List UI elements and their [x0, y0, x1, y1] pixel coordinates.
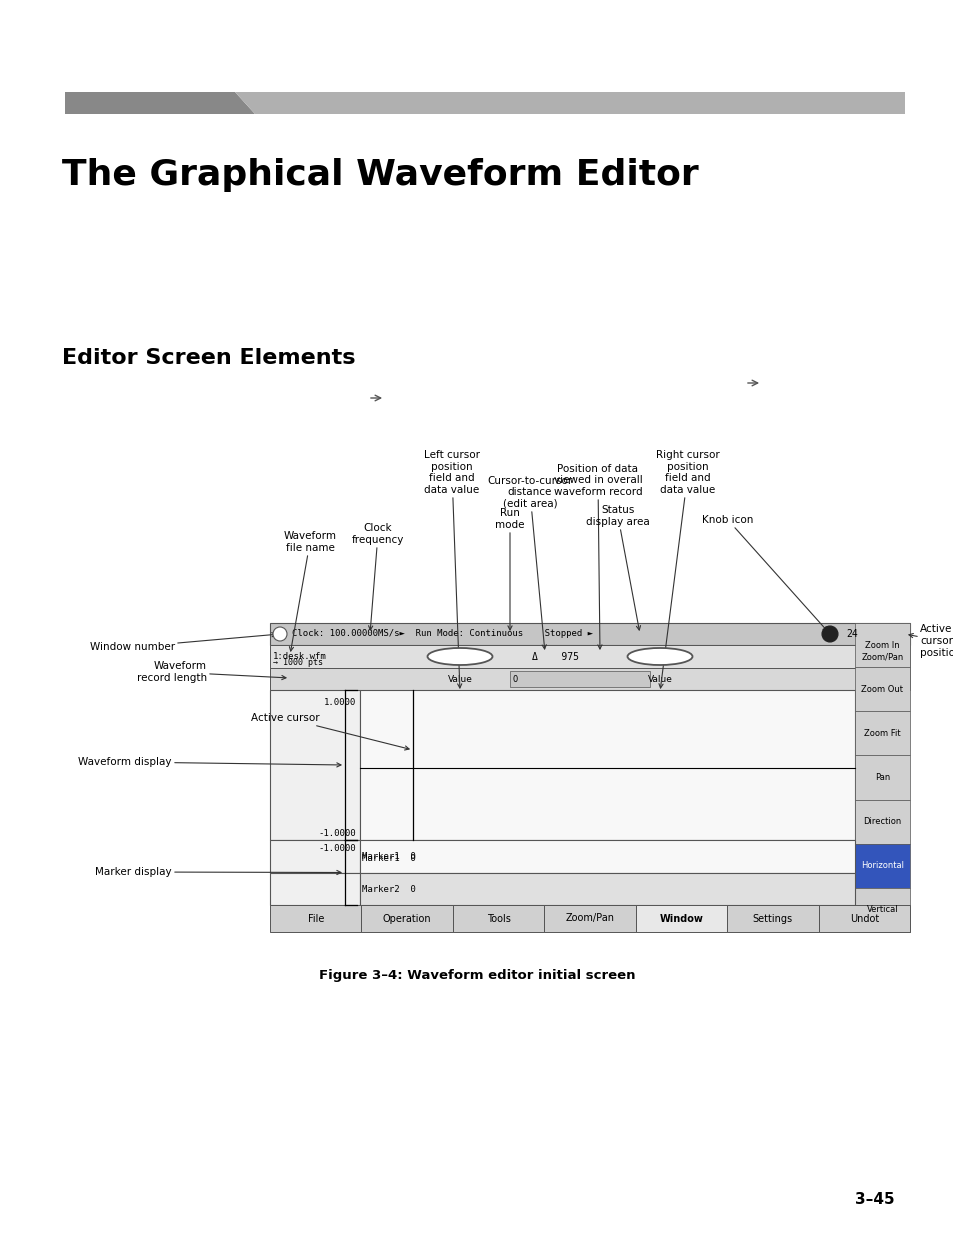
Text: Status
display area: Status display area: [585, 505, 649, 630]
Bar: [854, 667, 909, 711]
Bar: [818, 905, 909, 932]
Text: Undot: Undot: [849, 914, 878, 924]
Text: L: L: [438, 652, 445, 662]
Circle shape: [273, 627, 287, 641]
Text: Right cursor
position
field and
data value: Right cursor position field and data val…: [656, 451, 720, 688]
Bar: [361, 905, 453, 932]
Ellipse shape: [627, 648, 692, 664]
Bar: [270, 645, 909, 668]
Text: Waveform
file name: Waveform file name: [283, 531, 336, 651]
Text: Figure 3–4: Waveform editor initial screen: Figure 3–4: Waveform editor initial scre…: [318, 968, 635, 982]
Text: Zoom/Pan: Zoom/Pan: [861, 652, 902, 661]
Text: Zoom/Pan: Zoom/Pan: [565, 914, 614, 924]
Bar: [544, 905, 635, 932]
Text: Value: Value: [447, 674, 472, 683]
Text: 1:desk.wfm: 1:desk.wfm: [273, 652, 327, 661]
Text: → 1000 pts: → 1000 pts: [273, 658, 323, 667]
Text: Left cursor
position
field and
data value: Left cursor position field and data valu…: [423, 451, 479, 688]
Bar: [854, 622, 909, 667]
Text: Active cursor: Active cursor: [251, 713, 409, 750]
Bar: [270, 840, 359, 873]
Text: Clock
frequency: Clock frequency: [352, 524, 404, 630]
Bar: [270, 690, 359, 840]
Bar: [510, 671, 649, 687]
Text: Active
cursor
position: Active cursor position: [908, 625, 953, 657]
Bar: [270, 905, 361, 932]
Text: 24: 24: [845, 629, 857, 638]
Text: Direction: Direction: [862, 818, 901, 826]
Polygon shape: [234, 91, 904, 114]
Text: Zoom In: Zoom In: [864, 641, 899, 650]
Text: 3–45: 3–45: [855, 1193, 894, 1208]
Text: Δ    975: Δ 975: [532, 652, 578, 662]
Text: Operation: Operation: [382, 914, 431, 924]
Text: Settings: Settings: [752, 914, 792, 924]
Text: File: File: [307, 914, 324, 924]
Text: Window: Window: [659, 914, 702, 924]
Text: Vertical: Vertical: [865, 905, 898, 914]
Text: -1.0000: -1.0000: [318, 844, 355, 853]
Text: Waveform
record length: Waveform record length: [136, 661, 286, 683]
Text: 24: 24: [460, 652, 475, 662]
Text: Run
mode: Run mode: [495, 509, 524, 630]
Text: Position of data
viewed in overall
waveform record: Position of data viewed in overall wavef…: [553, 464, 641, 648]
Text: Cursor-to-cursor
distance
(edit area): Cursor-to-cursor distance (edit area): [487, 475, 572, 650]
Bar: [854, 844, 909, 888]
Text: Marker1  0: Marker1 0: [361, 853, 416, 863]
Text: Tools: Tools: [486, 914, 510, 924]
Bar: [854, 711, 909, 756]
Bar: [453, 905, 544, 932]
Bar: [359, 840, 854, 873]
Text: Zoom Fit: Zoom Fit: [863, 729, 900, 737]
Bar: [359, 690, 854, 840]
Bar: [270, 668, 909, 690]
Text: 7: 7: [277, 630, 282, 638]
Bar: [854, 756, 909, 799]
Bar: [635, 905, 726, 932]
Bar: [270, 873, 359, 905]
Bar: [726, 905, 818, 932]
Text: Marker1  0: Marker1 0: [361, 852, 416, 861]
Text: Marker display: Marker display: [95, 867, 340, 877]
Text: Editor Screen Elements: Editor Screen Elements: [62, 348, 355, 368]
Bar: [270, 622, 909, 645]
Ellipse shape: [427, 648, 492, 664]
Text: Value: Value: [647, 674, 672, 683]
Text: The Graphical Waveform Editor: The Graphical Waveform Editor: [62, 158, 698, 191]
Text: Window number: Window number: [90, 632, 275, 652]
Bar: [854, 799, 909, 844]
Text: Pan: Pan: [874, 773, 889, 782]
Text: R: R: [638, 652, 644, 662]
Bar: [854, 888, 909, 932]
Text: -1.0000: -1.0000: [318, 829, 355, 839]
Text: 999: 999: [658, 652, 678, 662]
Circle shape: [821, 626, 837, 642]
Text: 1.0000: 1.0000: [323, 698, 355, 706]
Text: Clock: 100.00000MS/s►  Run Mode: Continuous    Stopped ►: Clock: 100.00000MS/s► Run Mode: Continuo…: [292, 630, 593, 638]
Text: Knob icon: Knob icon: [701, 515, 826, 631]
Polygon shape: [65, 91, 254, 114]
Text: Marker2  0: Marker2 0: [361, 884, 416, 893]
Bar: [359, 873, 854, 905]
Text: Waveform display: Waveform display: [78, 757, 340, 767]
Text: 0: 0: [513, 674, 517, 683]
Text: Zoom Out: Zoom Out: [861, 684, 902, 694]
Text: Horizontal: Horizontal: [861, 861, 903, 871]
